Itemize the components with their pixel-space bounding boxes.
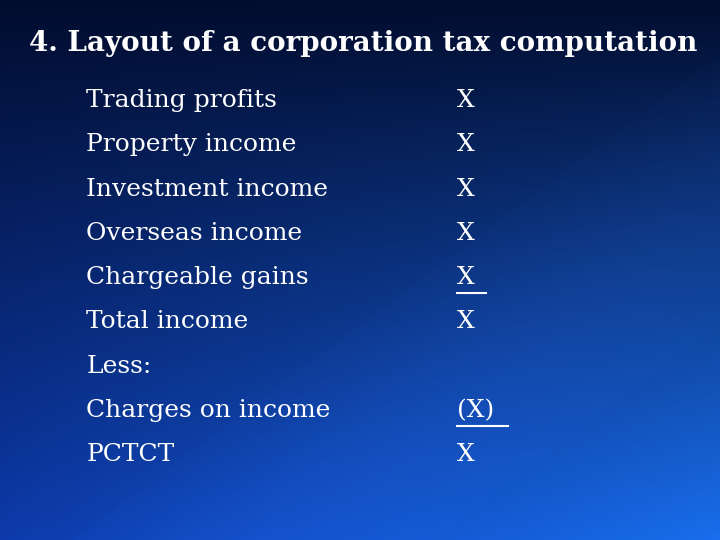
Text: Charges on income: Charges on income [86,399,330,422]
Text: Investment income: Investment income [86,178,328,201]
Text: X: X [457,310,475,334]
Text: X: X [457,178,475,201]
Text: Property income: Property income [86,133,297,157]
Text: X: X [457,89,475,112]
Text: X: X [457,443,475,467]
Text: Less:: Less: [86,355,152,378]
Text: 4. Layout of a corporation tax computation: 4. Layout of a corporation tax computati… [29,30,697,57]
Text: (X): (X) [457,399,495,422]
Text: Overseas income: Overseas income [86,222,302,245]
Text: X: X [457,266,475,289]
Text: X: X [457,133,475,157]
Text: Chargeable gains: Chargeable gains [86,266,309,289]
Text: PCTCT: PCTCT [86,443,175,467]
Text: Total income: Total income [86,310,248,334]
Text: Trading profits: Trading profits [86,89,277,112]
Text: X: X [457,222,475,245]
